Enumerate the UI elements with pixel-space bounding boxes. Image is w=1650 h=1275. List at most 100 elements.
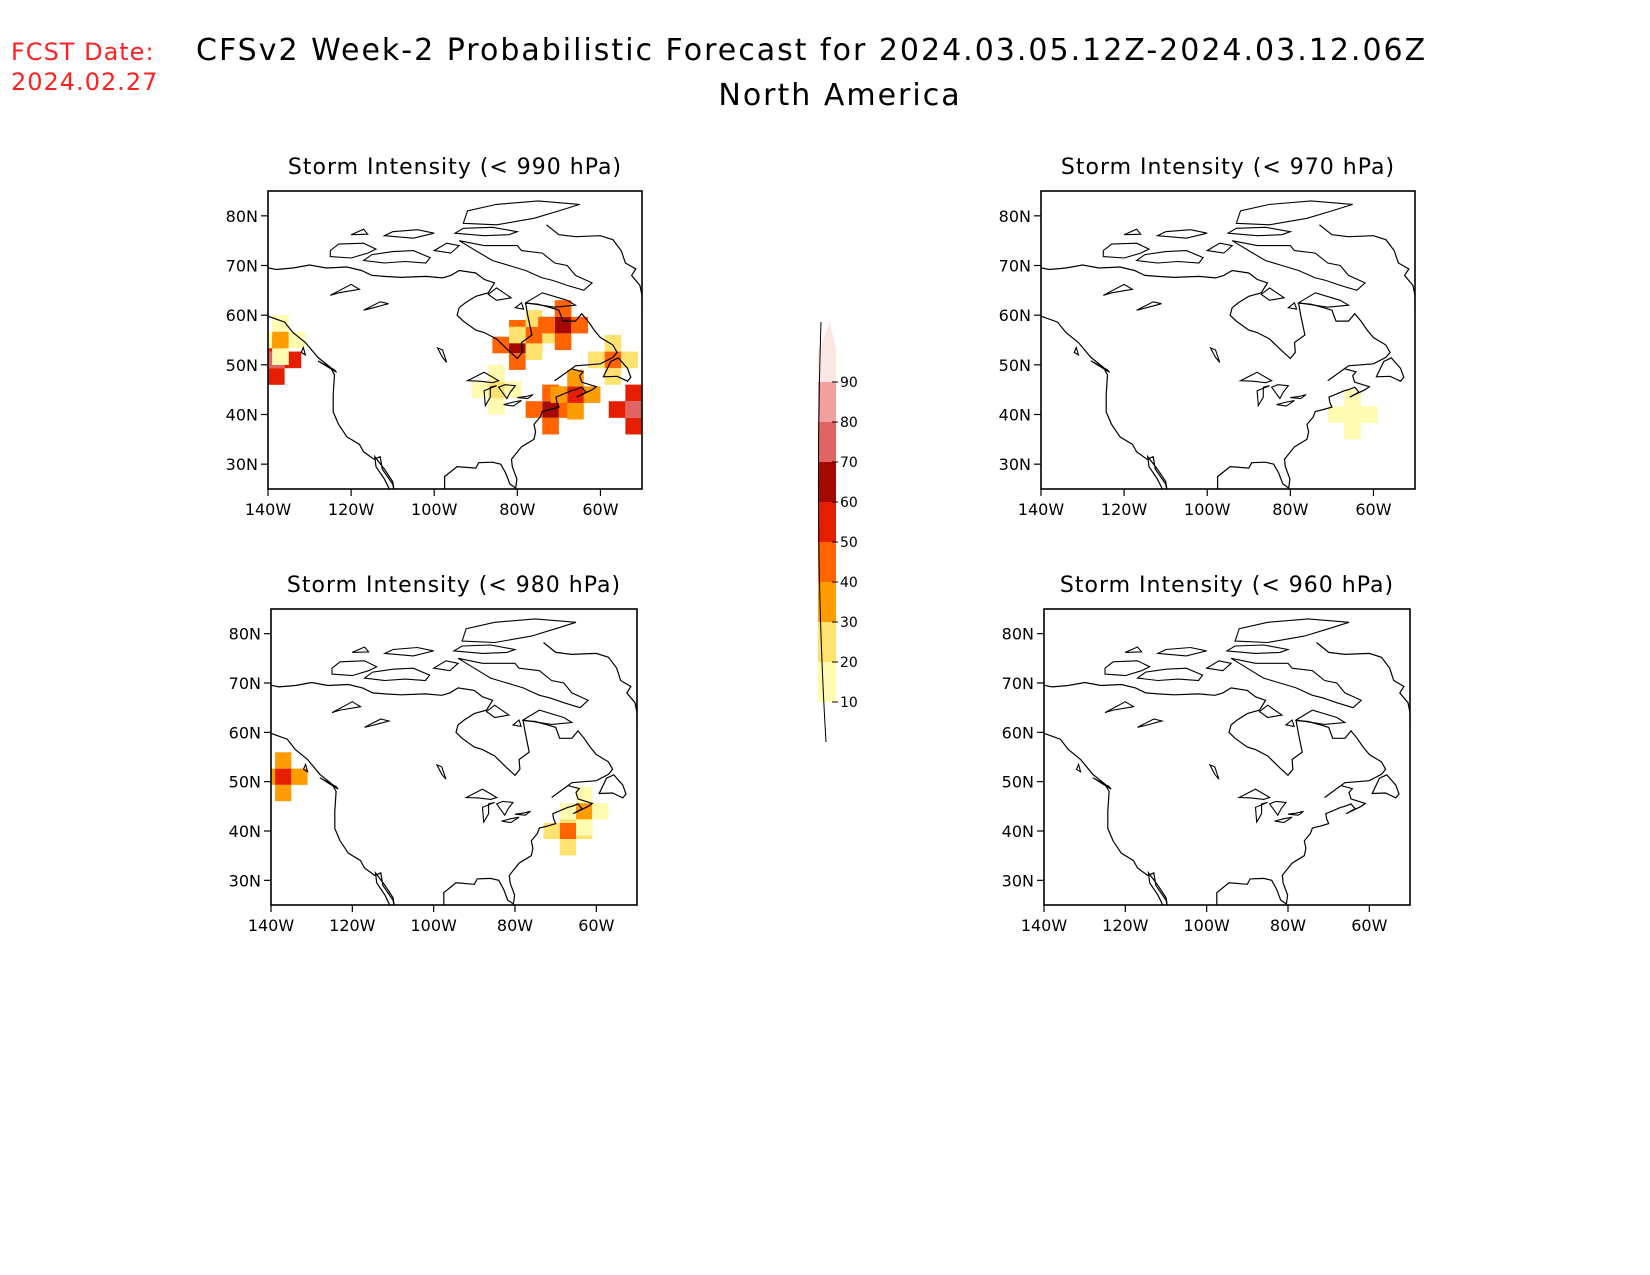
- lat-tick-label: 40N: [1002, 822, 1034, 841]
- colorbar-label: 90: [840, 375, 858, 391]
- probability-cell: [571, 316, 588, 334]
- panel-p970: Storm Intensity (< 970 hPa) 30N 40N 50N 60N 7…: [999, 155, 1416, 519]
- lat-tick-label: 50N: [226, 356, 258, 375]
- island-outline: [432, 242, 461, 254]
- probability-cell: [275, 752, 292, 769]
- coastline-newfoundland: [1371, 774, 1400, 799]
- lake-outline: [495, 800, 515, 817]
- probability-cell: [621, 351, 638, 369]
- panel-title: Storm Intensity (< 980 hPa): [287, 573, 621, 598]
- lon-tick-label: 120W: [328, 500, 375, 519]
- island-outline: [485, 704, 511, 719]
- panel-p980: Storm Intensity (< 980 hPa) 30N 40N 50N 60N 7…: [229, 573, 638, 935]
- lake-outline: [503, 400, 522, 407]
- island-outline: [1135, 250, 1204, 264]
- lake-outline: [501, 816, 520, 824]
- probability-cell: [608, 401, 626, 418]
- probability-cell: [275, 784, 292, 802]
- lake-outline: [363, 301, 389, 311]
- colorbar-label: 20: [840, 655, 858, 671]
- lake-outline: [1237, 788, 1272, 800]
- lake-outline: [1254, 801, 1268, 824]
- island-outline: [1102, 242, 1151, 259]
- forecast-date-block: FCST Date: 2024.02.27: [11, 37, 158, 97]
- lake-outline: [364, 718, 392, 728]
- lat-tick-label: 80N: [229, 625, 261, 644]
- island-outline: [1284, 719, 1295, 728]
- lake-outline: [514, 810, 531, 816]
- lon-tick-label: 120W: [1102, 916, 1149, 935]
- probability-cell: [576, 819, 593, 836]
- island-outline: [514, 301, 525, 310]
- probability-cell: [625, 384, 642, 402]
- lake-outline: [1137, 718, 1165, 728]
- lat-tick-label: 30N: [229, 871, 261, 890]
- coastline-greenland: [546, 224, 642, 306]
- lat-tick-label: 50N: [999, 356, 1031, 375]
- coastline-newfoundland: [598, 774, 627, 799]
- lon-tick-label: 60W: [578, 916, 614, 935]
- colorbar-segment: [818, 542, 836, 582]
- lat-tick-label: 70N: [226, 257, 258, 276]
- island-outline: [1287, 301, 1298, 310]
- probability-cell: [275, 768, 292, 785]
- island-outline: [317, 360, 338, 373]
- colorbar-label: 60: [840, 495, 858, 511]
- probability-cell: [525, 401, 543, 418]
- colorbar-label: 30: [840, 615, 858, 631]
- lat-tick-label: 50N: [1002, 773, 1034, 792]
- island-outline: [1155, 229, 1208, 239]
- probability-cell: [1344, 406, 1361, 423]
- island-outline: [382, 646, 434, 657]
- colorbar-segment: [818, 322, 836, 382]
- island-outline: [302, 762, 309, 773]
- lake-outline: [435, 763, 447, 780]
- probability-cell: [488, 397, 505, 415]
- island-outline: [462, 200, 580, 226]
- probability-cell: [567, 369, 584, 387]
- island-outline: [382, 229, 435, 239]
- colorbar-label: 80: [840, 415, 858, 431]
- lat-tick-label: 60N: [999, 306, 1031, 325]
- lon-tick-label: 120W: [329, 916, 376, 935]
- forecast-date-value: 2024.02.27: [11, 68, 159, 96]
- colorbar-edge: [817, 321, 827, 743]
- lat-tick-label: 50N: [229, 773, 261, 792]
- lon-tick-label: 80W: [1270, 916, 1306, 935]
- island-outline: [1123, 228, 1142, 236]
- probability-cell: [268, 331, 273, 349]
- colorbar-segment: [818, 382, 836, 422]
- island-outline: [461, 618, 577, 644]
- probability-cell: [592, 803, 609, 820]
- lake-outline: [436, 346, 448, 363]
- lon-tick-label: 100W: [1184, 500, 1231, 519]
- map-frame: [1040, 190, 1416, 490]
- lake-outline: [465, 371, 500, 384]
- island-outline: [1205, 660, 1233, 672]
- probability-cell: [587, 351, 605, 369]
- island-outline: [432, 660, 460, 672]
- island-outline: [452, 644, 518, 654]
- figure-title: CFSv2 Week-2 Probabilistic Forecast for …: [196, 33, 1428, 68]
- lat-tick-label: 80N: [1002, 625, 1034, 644]
- lon-tick-label: 100W: [1183, 916, 1230, 935]
- probability-cell: [583, 386, 601, 403]
- island-outline: [521, 709, 574, 725]
- lat-tick-label: 30N: [1002, 871, 1034, 890]
- coastline: [268, 264, 618, 489]
- lake-outline: [1104, 701, 1136, 714]
- colorbar-label: 50: [840, 535, 858, 551]
- island-outline: [1231, 240, 1367, 291]
- figure-subtitle: North America: [718, 78, 962, 113]
- island-outline: [1205, 242, 1234, 254]
- lake-outline: [1103, 283, 1134, 296]
- lat-tick-label: 80N: [226, 207, 258, 226]
- lake-outline: [483, 385, 497, 408]
- lon-tick-label: 60W: [1355, 500, 1391, 519]
- probability-cell: [550, 386, 568, 403]
- island-outline: [1230, 657, 1363, 709]
- lon-tick-label: 140W: [1021, 916, 1068, 935]
- lat-tick-label: 60N: [226, 306, 258, 325]
- lat-tick-label: 30N: [226, 455, 258, 474]
- island-outline: [1226, 226, 1293, 237]
